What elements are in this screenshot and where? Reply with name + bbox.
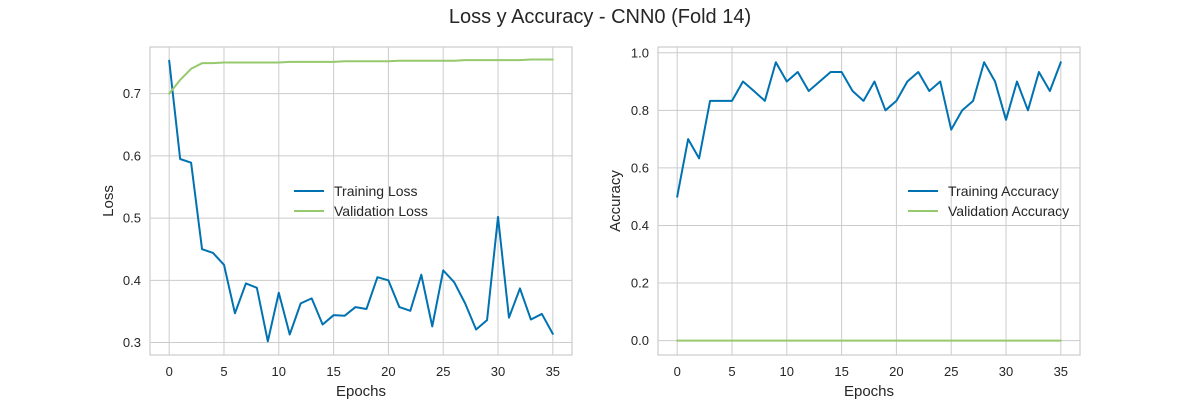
loss-x-tick-label: 5 — [220, 364, 227, 379]
loss-plot-area — [150, 47, 572, 355]
loss-x-tick-label: 25 — [436, 364, 450, 379]
accuracy-x-tick-label: 15 — [834, 364, 848, 379]
accuracy-y-tick-label: 0.0 — [631, 333, 649, 348]
training-loss-line — [168, 59, 554, 343]
loss-frame — [149, 46, 573, 356]
accuracy-y-tick-label: 0.6 — [631, 160, 649, 175]
accuracy-chart: 0 5 10 15 20 25 30 35 0.0 0.2 0.4 0.6 0.8 1.0 Epochs Ac… — [607, 45, 1081, 400]
loss-x-tick-label: 10 — [272, 364, 286, 379]
accuracy-x-tick-label: 10 — [780, 364, 794, 379]
loss-x-tick-label: 15 — [326, 364, 340, 379]
accuracy-y-tick-label: 0.8 — [631, 103, 649, 118]
accuracy-x-axis-label: Epochs — [844, 383, 894, 400]
accuracy-x-tick-label: 0 — [674, 364, 681, 379]
accuracy-x-tick-label: 20 — [889, 364, 903, 379]
loss-chart: 0 5 10 15 20 25 30 35 0.3 0.4 0.5 0.6 0.7 Epochs Loss T… — [100, 46, 573, 400]
validation-loss-line — [168, 58, 554, 95]
accuracy-plot-area — [658, 47, 1080, 355]
accuracy-x-tick-label: 5 — [728, 364, 735, 379]
loss-x-axis-label: Epochs — [336, 383, 386, 400]
training-accuracy-line — [676, 61, 1062, 198]
accuracy-y-tick-label: 0.4 — [631, 218, 649, 233]
accuracy-frame — [657, 46, 1081, 356]
training-accuracy-legend-label: Training Accuracy — [948, 183, 1059, 199]
loss-y-tick-label: 0.5 — [123, 211, 141, 226]
loss-y-axis-label: Loss — [100, 185, 117, 217]
loss-x-tick-label: 35 — [546, 364, 560, 379]
accuracy-y-axis-label: Accuracy — [607, 170, 624, 232]
loss-y-tick-label: 0.6 — [123, 148, 141, 163]
loss-x-tick-label: 20 — [381, 364, 395, 379]
accuracy-y-tick-label: 0.2 — [631, 276, 649, 291]
loss-x-tick-label: 30 — [491, 364, 505, 379]
loss-x-tick-label: 0 — [166, 364, 173, 379]
accuracy-y-tick-label: 1.0 — [631, 45, 649, 60]
accuracy-x-tick-label: 35 — [1054, 364, 1068, 379]
figure-title: Loss y Accuracy - CNN0 (Fold 14) — [449, 6, 751, 28]
loss-y-tick-label: 0.4 — [123, 273, 141, 288]
loss-y-tick-label: 0.7 — [123, 86, 141, 101]
validation-loss-legend-label: Validation Loss — [334, 203, 428, 219]
training-loss-legend-label: Training Loss — [334, 183, 418, 199]
loss-y-tick-label: 0.3 — [123, 335, 141, 350]
accuracy-x-tick-label: 30 — [999, 364, 1013, 379]
validation-accuracy-legend-label: Validation Accuracy — [948, 203, 1069, 219]
accuracy-x-tick-label: 25 — [944, 364, 958, 379]
